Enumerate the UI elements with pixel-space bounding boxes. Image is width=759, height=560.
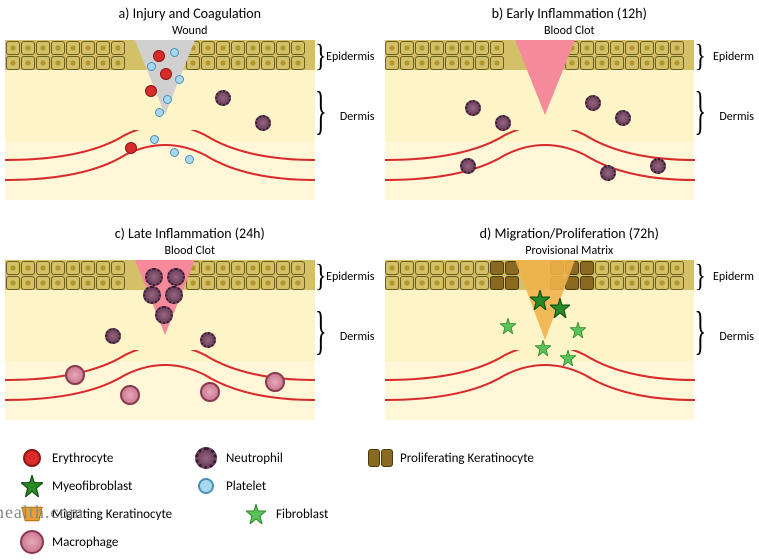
- fibroblast: [535, 340, 551, 356]
- legend-myeofibroblast: Myeofibroblast: [20, 474, 170, 498]
- panel-c-title: c) Late Inflammation (24h): [5, 225, 375, 242]
- panel-c-diagram: } Epidermis } Dermis: [5, 260, 375, 420]
- platelet: [175, 75, 184, 84]
- legend-fibro-label: Fibroblast: [276, 507, 328, 522]
- platelet: [150, 135, 159, 144]
- panel-a-subtitle: Wound: [5, 24, 375, 38]
- neutrophil: [200, 332, 216, 348]
- legend-myeo-label: Myeofibroblast: [52, 479, 132, 494]
- myeofibroblast: [550, 298, 570, 318]
- legend-neutrophil: Neutrophil: [194, 446, 344, 470]
- legend-macrophage: Macrophage: [20, 530, 170, 554]
- erythrocyte: [153, 50, 165, 62]
- panel-c-subtitle: Blood Clot: [5, 244, 375, 258]
- myeofibroblast: [530, 290, 550, 310]
- panel-a-title: a) Injury and Coagulation: [5, 5, 375, 22]
- platelet: [163, 95, 172, 104]
- erythrocyte: [125, 142, 137, 154]
- panel-a: a) Injury and Coagulation Wound: [4, 4, 376, 216]
- neutrophil: [600, 165, 616, 181]
- neutrophil: [465, 100, 481, 116]
- neutrophil: [585, 95, 601, 111]
- legend-erythrocyte-label: Erythrocyte: [52, 451, 113, 466]
- neutrophil: [167, 268, 185, 286]
- neutrophil: [145, 268, 163, 286]
- panel-d-diagram: } Epiderm } Dermis: [385, 260, 755, 420]
- neutrophil: [255, 115, 271, 131]
- macrophage: [265, 372, 285, 392]
- label-epidermis: Epiderm: [713, 270, 754, 284]
- platelet: [185, 155, 194, 164]
- legend-platelet-label: Platelet: [226, 479, 266, 494]
- label-dermis: Dermis: [340, 110, 375, 124]
- panel-b-diagram: } Epiderm } Dermis: [385, 40, 755, 200]
- panel-d-title: d) Migration/Proliferation (72h): [385, 225, 755, 242]
- legend-platelet: Platelet: [194, 474, 344, 498]
- legend-migr-keratinocyte: Migrating Keratinocyte yourchiropractich…: [20, 502, 220, 526]
- erythrocyte: [145, 85, 157, 97]
- legend-fibroblast: Fibroblast: [244, 502, 394, 526]
- panel-d-subtitle: Provisional Matrix: [385, 244, 755, 258]
- label-dermis: Dermis: [719, 330, 754, 344]
- label-dermis: Dermis: [719, 110, 754, 124]
- platelet: [170, 48, 179, 57]
- legend-migr-k-label: Migrating Keratinocyte: [52, 507, 172, 522]
- panel-b: b) Early Inflammation (12h) Blood Clot }…: [384, 4, 756, 216]
- panel-c: c) Late Inflammation (24h) Blood Clot: [4, 224, 376, 436]
- label-epidermis: Epidermis: [326, 270, 374, 284]
- label-epidermis: Epiderm: [713, 50, 754, 64]
- fibroblast: [500, 318, 516, 334]
- erythrocyte: [160, 68, 172, 80]
- fibroblast: [570, 322, 586, 338]
- label-epidermis: Epidermis: [326, 50, 374, 64]
- neutrophil: [143, 286, 161, 304]
- macrophage: [200, 382, 220, 402]
- platelet: [147, 62, 156, 71]
- wound-b: [515, 40, 575, 115]
- neutrophil: [105, 328, 121, 344]
- neutrophil: [215, 90, 231, 106]
- neutrophil: [165, 286, 183, 304]
- platelet: [155, 108, 164, 117]
- platelet: [170, 148, 179, 157]
- neutrophil: [615, 110, 631, 126]
- panel-b-subtitle: Blood Clot: [385, 24, 755, 38]
- fibroblast: [560, 350, 576, 366]
- legend-erythrocyte: Erythrocyte: [20, 446, 170, 470]
- legend: Erythrocyte Neutrophil Proliferating Ker…: [0, 440, 759, 560]
- legend-prolif-k-label: Proliferating Keratinocyte: [400, 451, 534, 466]
- macrophage: [120, 385, 140, 405]
- neutrophil: [155, 306, 173, 324]
- neutrophil: [460, 158, 476, 174]
- label-dermis: Dermis: [340, 330, 375, 344]
- legend-neutrophil-label: Neutrophil: [226, 451, 283, 466]
- panel-d: d) Migration/Proliferation (72h) Provisi…: [384, 224, 756, 436]
- neutrophil: [495, 115, 511, 131]
- legend-prolif-keratinocyte: Proliferating Keratinocyte: [368, 446, 568, 470]
- neutrophil: [650, 158, 666, 174]
- macrophage: [65, 365, 85, 385]
- panel-b-title: b) Early Inflammation (12h): [385, 5, 755, 22]
- legend-macrophage-label: Macrophage: [52, 535, 118, 550]
- panel-a-diagram: } Epidermis } Dermis: [5, 40, 375, 200]
